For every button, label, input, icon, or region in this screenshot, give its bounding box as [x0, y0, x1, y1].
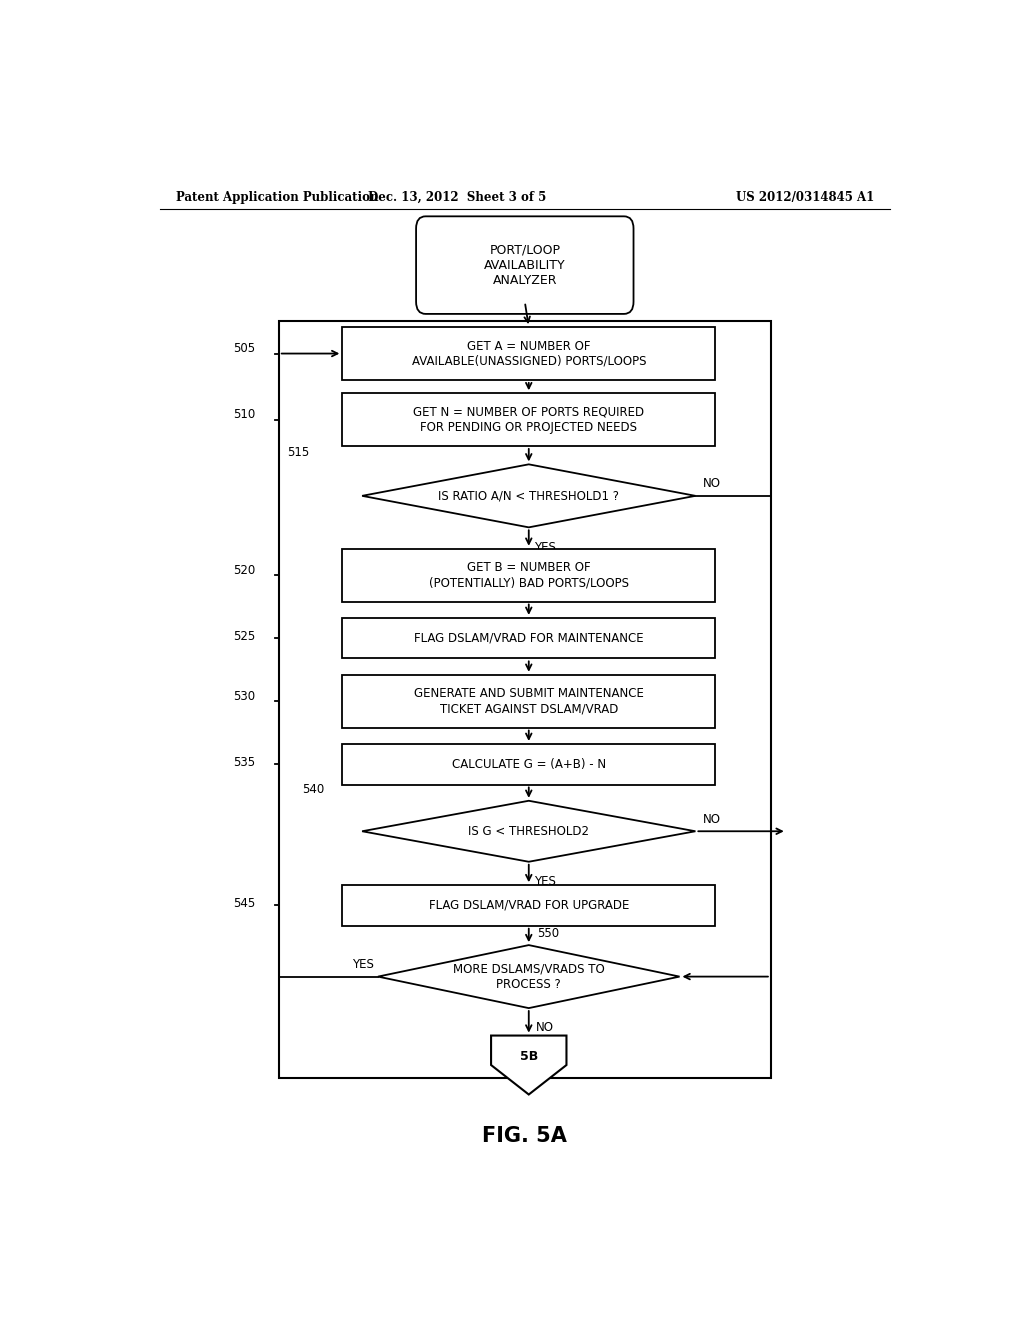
Text: GET B = NUMBER OF
(POTENTIALLY) BAD PORTS/LOOPS: GET B = NUMBER OF (POTENTIALLY) BAD PORT… — [429, 561, 629, 589]
Text: 545: 545 — [232, 896, 255, 909]
Text: 515: 515 — [287, 446, 309, 459]
Bar — [342, 675, 715, 727]
Text: 535: 535 — [232, 755, 255, 768]
Text: GET A = NUMBER OF
AVAILABLE(UNASSIGNED) PORTS/LOOPS: GET A = NUMBER OF AVAILABLE(UNASSIGNED) … — [412, 339, 646, 367]
Text: MORE DSLAMS/VRADS TO
PROCESS ?: MORE DSLAMS/VRADS TO PROCESS ? — [453, 962, 604, 990]
Text: YES: YES — [352, 958, 374, 972]
Text: NO: NO — [536, 1022, 554, 1035]
Text: IS G < THRESHOLD2: IS G < THRESHOLD2 — [468, 825, 589, 838]
Text: PORT/LOOP
AVAILABILITY
ANALYZER: PORT/LOOP AVAILABILITY ANALYZER — [484, 244, 565, 286]
Polygon shape — [492, 1036, 566, 1094]
Text: 540: 540 — [303, 783, 325, 796]
Bar — [342, 549, 715, 602]
Text: CALCULATE G = (A+B) - N: CALCULATE G = (A+B) - N — [452, 758, 606, 771]
Text: 530: 530 — [232, 689, 255, 702]
Text: FLAG DSLAM/VRAD FOR UPGRADE: FLAG DSLAM/VRAD FOR UPGRADE — [429, 899, 629, 912]
Text: US 2012/0314845 A1: US 2012/0314845 A1 — [735, 190, 873, 203]
Text: FIG. 5A: FIG. 5A — [482, 1126, 567, 1146]
FancyBboxPatch shape — [416, 216, 634, 314]
Bar — [279, 321, 771, 1078]
Text: Dec. 13, 2012  Sheet 3 of 5: Dec. 13, 2012 Sheet 3 of 5 — [369, 190, 547, 203]
Bar — [342, 393, 715, 446]
Text: GET N = NUMBER OF PORTS REQUIRED
FOR PENDING OR PROJECTED NEEDS: GET N = NUMBER OF PORTS REQUIRED FOR PEN… — [414, 405, 644, 433]
Text: 520: 520 — [232, 564, 255, 577]
Text: 525: 525 — [232, 630, 255, 643]
Text: Patent Application Publication: Patent Application Publication — [176, 190, 378, 203]
Bar — [342, 744, 715, 784]
Text: 5B: 5B — [519, 1049, 538, 1063]
Polygon shape — [362, 801, 695, 862]
Bar — [342, 327, 715, 380]
Text: 505: 505 — [232, 342, 255, 355]
Text: NO: NO — [703, 813, 721, 825]
Text: 510: 510 — [232, 408, 255, 421]
Polygon shape — [362, 465, 695, 528]
Text: 550: 550 — [537, 927, 559, 940]
Text: GENERATE AND SUBMIT MAINTENANCE
TICKET AGAINST DSLAM/VRAD: GENERATE AND SUBMIT MAINTENANCE TICKET A… — [414, 688, 644, 715]
Text: FLAG DSLAM/VRAD FOR MAINTENANCE: FLAG DSLAM/VRAD FOR MAINTENANCE — [414, 632, 643, 644]
Polygon shape — [378, 945, 680, 1008]
Text: NO: NO — [703, 477, 721, 490]
Text: YES: YES — [534, 875, 556, 888]
Text: YES: YES — [534, 541, 556, 553]
Bar — [342, 886, 715, 925]
Bar — [342, 618, 715, 659]
Text: IS RATIO A/N < THRESHOLD1 ?: IS RATIO A/N < THRESHOLD1 ? — [438, 490, 620, 503]
